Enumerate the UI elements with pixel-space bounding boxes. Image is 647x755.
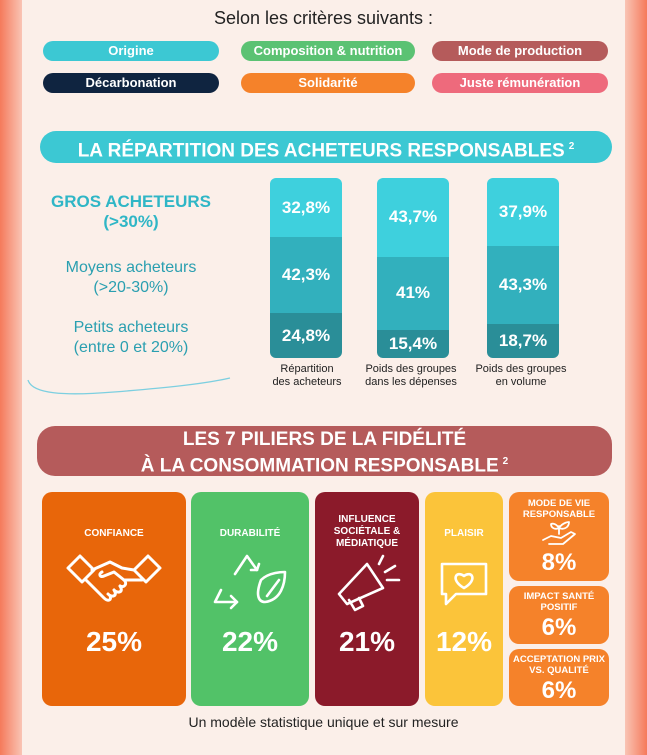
pillar-value: 8% bbox=[541, 549, 577, 576]
section-title-piliers: LES 7 PILIERS DE LA FIDÉLITÉ À LA CONSOM… bbox=[37, 426, 612, 476]
pillar-value: 21% bbox=[338, 626, 396, 657]
stacked-bar: 37,9% 43,3% 18,7% bbox=[487, 178, 559, 358]
intro-text: Selon les critères suivants : bbox=[213, 8, 434, 28]
footnote-mark: 2 bbox=[502, 456, 509, 467]
row-label-line: (entre 0 et 20%) bbox=[73, 339, 189, 356]
pillar-value: 22% bbox=[221, 626, 279, 657]
criteria-pill-juste-remuneration: Juste rémunération bbox=[432, 73, 608, 93]
row-label-line: GROS ACHETEURS bbox=[51, 192, 211, 211]
bar-caption: Poids des groupes en volume bbox=[471, 363, 571, 389]
caption-line: en volume bbox=[495, 376, 547, 388]
bar-segment-label: 37,9% bbox=[487, 178, 559, 247]
caption-line: Répartition bbox=[280, 363, 334, 375]
footer-text: Un modèle statistique unique et sur mesu… bbox=[188, 714, 459, 730]
criteria-pill-composition: Composition & nutrition bbox=[241, 41, 415, 61]
recycle-leaf-icon bbox=[213, 554, 287, 610]
bar-segment-label: 32,8% bbox=[270, 178, 342, 238]
row-label-line: Moyens acheteurs bbox=[65, 259, 197, 276]
caption-line: Poids des groupes bbox=[475, 363, 567, 375]
section-title-line: À LA CONSOMMATION RESPONSABLE bbox=[140, 455, 499, 477]
bar-segment-label: 43,7% bbox=[377, 178, 449, 257]
bar-segment-label: 42,3% bbox=[270, 237, 342, 314]
bar-segment-label: 41% bbox=[377, 256, 449, 331]
pillar-label: DURABILITÉ bbox=[219, 528, 281, 539]
bar-segment-label: 43,3% bbox=[487, 246, 559, 325]
bar-segment-label: 15,4% bbox=[377, 330, 449, 358]
decorative-curve-icon bbox=[27, 377, 231, 395]
bar-segment-label: 24,8% bbox=[270, 313, 342, 358]
stacked-bar: 43,7% 41% 15,4% bbox=[377, 178, 449, 358]
pillar-value: 6% bbox=[541, 614, 577, 641]
hand-plant-icon bbox=[542, 521, 576, 545]
section-title-text: LA RÉPARTITION DES ACHETEURS RESPONSABLE… bbox=[77, 140, 565, 162]
pillar-card-mode-de-vie: MODE DE VIE RESPONSABLE 8% bbox=[509, 492, 609, 581]
stacked-bar: 32,8% 42,3% 24,8% bbox=[270, 178, 342, 358]
row-label-gros: GROS ACHETEURS (>30%) bbox=[40, 192, 222, 232]
pillar-label: ACCEPTATION PRIX VS. QUALITÉ bbox=[513, 654, 606, 676]
caption-line: dans les dépenses bbox=[365, 376, 457, 388]
row-label-moyens: Moyens acheteurs (>20-30%) bbox=[40, 258, 222, 298]
pillar-card-influence: INFLUENCE SOCIÉTALE & MÉDIATIQUE 21% bbox=[315, 492, 419, 706]
row-label-line: Petits acheteurs bbox=[73, 319, 189, 336]
pillar-card-confiance: CONFIANCE 25% bbox=[42, 492, 186, 706]
criteria-pill-solidarite: Solidarité bbox=[241, 73, 415, 93]
bar-caption: Poids des groupes dans les dépenses bbox=[361, 363, 461, 389]
pillar-label: MODE DE VIE RESPONSABLE bbox=[522, 498, 596, 520]
criteria-pill-mode-production: Mode de production bbox=[432, 41, 608, 61]
caption-line: des acheteurs bbox=[272, 376, 342, 388]
pillar-card-plaisir: PLAISIR 12% bbox=[425, 492, 503, 706]
criteria-pill-origine: Origine bbox=[43, 41, 219, 61]
pillar-label: CONFIANCE bbox=[84, 528, 144, 539]
row-label-line: (>20-30%) bbox=[93, 279, 169, 296]
section-title-repartition: LA RÉPARTITION DES ACHETEURS RESPONSABLE… bbox=[40, 131, 612, 163]
caption-line: Poids des groupes bbox=[365, 363, 457, 375]
heart-message-icon bbox=[440, 562, 488, 606]
pillar-card-durabilite: DURABILITÉ 22% bbox=[191, 492, 309, 706]
pillar-label: PLAISIR bbox=[444, 528, 484, 539]
pillar-value: 6% bbox=[541, 677, 577, 704]
pillar-value: 12% bbox=[435, 626, 493, 657]
handshake-icon bbox=[66, 554, 162, 602]
pillar-card-acceptation-prix: ACCEPTATION PRIX VS. QUALITÉ 6% bbox=[509, 649, 609, 706]
megaphone-icon bbox=[337, 554, 401, 612]
footnote-mark: 2 bbox=[568, 141, 575, 152]
pillar-label: IMPACT SANTÉ POSITIF bbox=[523, 591, 595, 613]
pillar-card-impact-sante: IMPACT SANTÉ POSITIF 6% bbox=[509, 586, 609, 644]
section-title-line: LES 7 PILIERS DE LA FIDÉLITÉ bbox=[182, 429, 467, 450]
row-label-line: (>30%) bbox=[103, 212, 159, 231]
pillar-value: 25% bbox=[85, 626, 143, 657]
criteria-pill-decarbonation: Décarbonation bbox=[43, 73, 219, 93]
bar-caption: Répartition des acheteurs bbox=[257, 363, 357, 389]
bar-segment-label: 18,7% bbox=[487, 324, 559, 358]
row-label-petits: Petits acheteurs (entre 0 et 20%) bbox=[40, 318, 222, 358]
pillar-label: INFLUENCE SOCIÉTALE & MÉDIATIQUE bbox=[333, 514, 401, 549]
